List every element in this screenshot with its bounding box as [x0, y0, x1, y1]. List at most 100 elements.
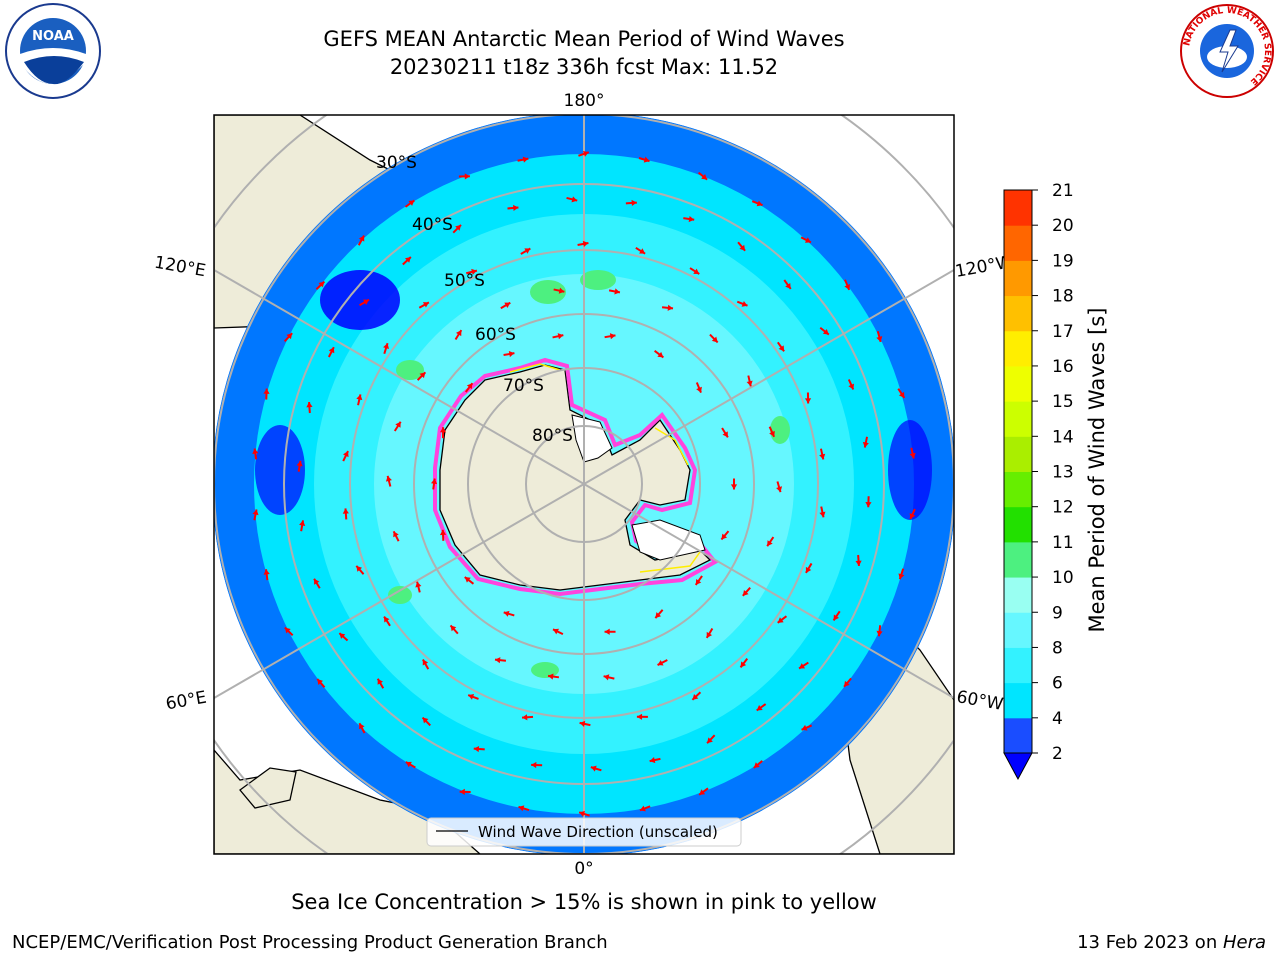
ocean-patch-high [530, 280, 566, 304]
wind-wave-arrows [252, 150, 916, 817]
wave-direction-arrowhead [696, 386, 702, 393]
colorbar-segment [1004, 401, 1032, 437]
wave-direction-arrowhead [711, 336, 718, 343]
wave-direction-arrowhead [579, 720, 586, 727]
colorbar-segment [1004, 295, 1032, 332]
wave-direction-arrowhead [318, 281, 325, 288]
wave-direction-arrowhead [342, 508, 349, 514]
colorbar-label: Mean Period of Wind Waves [s] [1085, 307, 1109, 633]
wave-direction-arrowhead [343, 451, 349, 458]
wave-direction-arrowhead [464, 173, 470, 180]
colorbar-tick-label: 17 [1052, 322, 1074, 342]
colorbar-segment [1004, 190, 1032, 226]
lat-label-40s: 40°S [412, 215, 453, 235]
colorbar-segment [1004, 471, 1032, 508]
colorbar-tick-label: 16 [1052, 357, 1074, 377]
wave-direction-arrowhead [909, 513, 916, 520]
wave-direction-arrowhead [356, 565, 363, 572]
colorbar-tick-label: 13 [1052, 463, 1074, 483]
lon-label-120e: 120°E [153, 253, 207, 282]
wave-direction-arrowhead [655, 612, 662, 619]
wave-direction-arrowhead [558, 287, 565, 294]
wave-direction-arrowhead [767, 540, 773, 547]
axes-frame [213, 114, 955, 855]
wave-direction-arrowhead [328, 347, 335, 354]
wave-direction-arrowhead [822, 328, 829, 335]
colorbar-tick-label: 4 [1052, 709, 1063, 729]
wave-direction-arrowhead [468, 693, 475, 700]
wave-direction-arrowhead [456, 330, 462, 337]
noaa-logo-text: NOAA [32, 29, 74, 44]
wave-direction-arrowhead [742, 589, 749, 596]
wave-direction-arrowhead [455, 224, 462, 231]
footer-right: 13 Feb 2023 on Hera [1077, 932, 1266, 953]
wave-direction-arrowhead [701, 173, 708, 180]
wave-direction-arrowhead [590, 765, 597, 772]
wave-direction-arrowhead [746, 380, 753, 387]
wave-direction-arrowhead [317, 679, 323, 685]
colorbar-tick-label: 20 [1052, 216, 1074, 236]
sea-ice-rim [433, 357, 719, 597]
wave-direction-arrowhead [776, 486, 783, 493]
wave-direction-arrowhead [699, 789, 706, 795]
wave-direction-arrowhead [395, 421, 401, 428]
wave-direction-arrowhead [422, 717, 429, 724]
wave-direction-arrowhead [252, 448, 259, 455]
colorbar-tick-label: 9 [1052, 603, 1063, 623]
wave-direction-arrowhead [339, 633, 346, 639]
wave-direction-arrowhead [473, 745, 480, 753]
colorbar-segment [1004, 506, 1032, 543]
ocean-patch-low [255, 425, 305, 515]
wave-direction-arrowhead [876, 630, 883, 637]
wave-direction-arrowhead [777, 617, 784, 623]
wave-direction-arrowhead [741, 300, 748, 307]
colorbar-segment [1004, 365, 1032, 402]
colorbar-tick-label: 15 [1052, 392, 1074, 412]
chart-subtitle: 20230211 t18z 336h fcst Max: 11.52 [389, 55, 779, 79]
wave-direction-arrowhead [419, 372, 426, 379]
wave-direction-arrowhead [384, 616, 390, 623]
wave-direction-arrowhead [504, 302, 511, 308]
wave-direction-arrowhead [299, 520, 306, 526]
wave-direction-arrowhead [439, 529, 447, 536]
wave-direction-arrowhead [356, 394, 363, 401]
wave-direction-arrowhead [358, 235, 365, 242]
wave-direction-arrowhead [363, 299, 370, 305]
colorbar-tick-label: 6 [1052, 674, 1063, 694]
wave-direction-arrowhead [730, 484, 738, 490]
wave-direction-arrowhead [804, 237, 811, 243]
colorbar-tick-label: 10 [1052, 568, 1074, 588]
wave-direction-arrowhead [614, 288, 620, 295]
wave-direction-arrowhead [855, 560, 862, 566]
ocean-patch-low [888, 420, 932, 520]
wave-direction-arrowhead [753, 762, 760, 768]
wave-direction-arrowhead [639, 248, 646, 254]
wave-direction-arrowhead [848, 383, 855, 390]
wave-direction-arrowhead [833, 614, 840, 621]
wave-direction-arrowhead [688, 215, 695, 223]
wave-direction-arrowhead [805, 566, 812, 573]
wave-direction-arrowhead [422, 302, 429, 308]
wave-direction-arrowhead [657, 351, 664, 358]
wave-direction-arrowhead [524, 248, 531, 254]
wave-direction-arrowhead [503, 610, 510, 617]
wave-direction-arrowhead [494, 657, 501, 664]
colorbar-tick-label: 14 [1052, 427, 1074, 447]
lon-label-0: 0° [574, 859, 593, 879]
wave-direction-arrowhead [263, 569, 270, 575]
footer-host: Hera [1222, 932, 1266, 953]
wave-direction-arrowhead [286, 333, 293, 340]
colorbar-tick-label: 11 [1052, 533, 1074, 553]
wave-direction-arrowhead [756, 200, 763, 207]
wave-direction-arrowhead [518, 805, 525, 812]
wave-direction-arrowhead [548, 673, 554, 680]
wave-direction-arrowhead [865, 501, 872, 508]
graticule [214, 115, 954, 854]
wave-direction-arrowhead [471, 268, 477, 275]
wave-direction-arrowhead [466, 383, 473, 390]
lat-label-60s: 60°S [475, 325, 516, 345]
colorbar-tick-label: 21 [1052, 181, 1074, 201]
colorbar-segment [1004, 647, 1032, 684]
footer-date: 13 Feb 2023 on [1077, 932, 1223, 953]
wave-direction-arrowhead [844, 680, 850, 687]
